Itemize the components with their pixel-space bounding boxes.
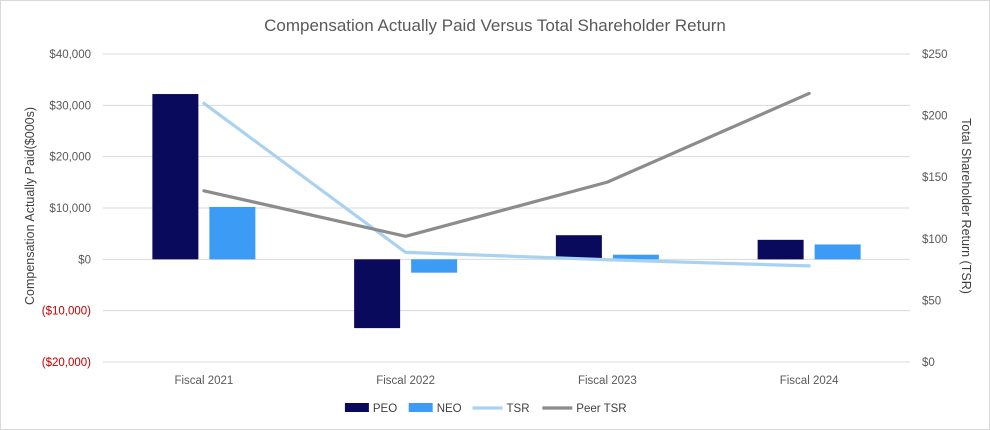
legend: PEO NEO TSR Peer TSR: [344, 403, 627, 415]
right-tick-label: $250: [922, 49, 948, 61]
x-tick-label: Fiscal 2023: [578, 375, 637, 387]
right-tick-label: $150: [922, 172, 948, 184]
left-tick-label: $30,000: [49, 100, 91, 112]
right-tick-label: $50: [922, 295, 941, 307]
peer-tsr-line: [202, 91, 811, 238]
x-tick-label: Fiscal 2021: [174, 375, 233, 387]
peo-bar: [555, 235, 602, 260]
peo-bar: [354, 259, 401, 329]
x-axis-ticks: Fiscal 2021 Fiscal 2022 Fiscal 2023 Fiscal …: [174, 375, 839, 387]
neo-bar: [411, 259, 458, 273]
legend-swatch-neo: [408, 403, 433, 412]
left-tick-label: $20,000: [49, 152, 91, 164]
left-tick-label: $40,000: [49, 49, 91, 61]
left-axis-ticks: $40,000 $30,000 $20,000 $10,000 $0 ($10,000) (…: [42, 49, 91, 369]
neo-bar: [612, 254, 659, 260]
legend-label-neo: NEO: [437, 403, 462, 415]
peo-bar: [757, 239, 804, 260]
chart-title: Compensation Actually Paid Versus Total …: [264, 16, 726, 35]
legend-swatch-peo: [344, 403, 369, 412]
legend-label-peo: PEO: [373, 403, 397, 415]
neo-bar: [814, 244, 861, 260]
right-tick-label: $200: [922, 111, 948, 123]
left-axis-title: Compensation Actually Paid($000s): [23, 107, 37, 305]
x-tick-label: Fiscal 2022: [376, 375, 435, 387]
left-tick-label: $0: [78, 254, 91, 266]
gridlines: [103, 53, 910, 363]
left-tick-label: ($20,000): [42, 357, 91, 369]
neo-bar: [209, 206, 256, 260]
left-tick-label: $10,000: [49, 203, 91, 215]
right-axis-title: Total Shareholder Return (TSR): [959, 118, 973, 294]
x-tick-label: Fiscal 2024: [780, 375, 839, 387]
legend-label-tsr: TSR: [507, 403, 530, 415]
peo-bar: [152, 94, 199, 260]
left-tick-label: ($10,000): [42, 306, 91, 318]
tsr-line: [202, 101, 811, 268]
legend-label-peer-tsr: Peer TSR: [576, 403, 626, 415]
right-tick-label: $0: [922, 357, 935, 369]
right-axis-ticks: $250 $200 $150 $100 $50 $0: [922, 49, 948, 369]
right-tick-label: $100: [922, 234, 948, 246]
lines: [202, 91, 811, 268]
bars: [152, 94, 861, 329]
